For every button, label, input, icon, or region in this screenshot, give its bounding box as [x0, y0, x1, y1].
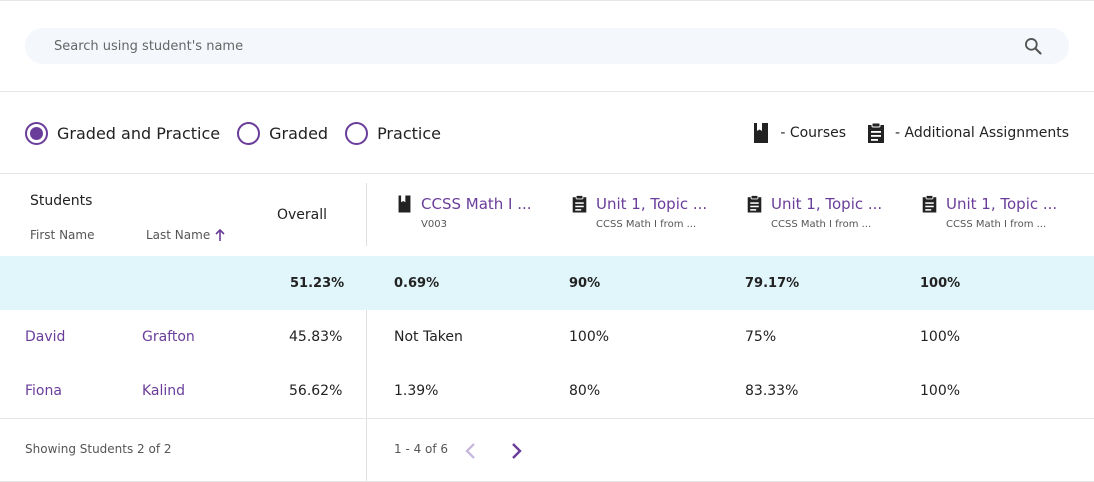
column-title[interactable]: Unit 1, Topic ...	[946, 195, 1058, 213]
previous-page-icon[interactable]	[462, 441, 480, 461]
legend-courses-label: - Courses	[780, 125, 847, 141]
score-cell: 83.33%	[745, 383, 799, 399]
radio-graded[interactable]: Graded	[237, 121, 329, 145]
column-header-course[interactable]: CCSS Math I ... V003	[396, 193, 556, 230]
summary-cell: 79.17%	[745, 276, 800, 291]
search-icon[interactable]	[1023, 36, 1043, 56]
legend-assignments: - Additional Assignments	[866, 122, 1069, 144]
score-cell: 75%	[745, 329, 777, 345]
icon-legend: - Courses - Additional Assignments	[731, 120, 1069, 146]
first-name-header[interactable]: First Name	[30, 228, 95, 242]
student-first-name-link[interactable]: David	[25, 329, 66, 345]
radio-button[interactable]	[345, 121, 369, 145]
top-divider	[0, 0, 1094, 1]
radio-label: Graded and Practice	[57, 123, 221, 143]
score-cell: 1.39%	[394, 383, 439, 399]
column-separator	[366, 183, 367, 246]
summary-cell: 90%	[569, 276, 601, 291]
column-subtitle: V003	[421, 219, 447, 230]
class-average-row	[0, 256, 1094, 310]
book-icon	[398, 195, 411, 213]
next-page-icon[interactable]	[507, 441, 525, 461]
column-header-assignment[interactable]: Unit 1, Topic ... CCSS Math I from ...	[921, 193, 1081, 230]
score-cell: 80%	[569, 383, 601, 399]
legend-courses: - Courses	[751, 122, 846, 144]
student-overall: 45.83%	[289, 329, 343, 345]
search-input[interactable]	[54, 28, 1014, 64]
column-header-assignment[interactable]: Unit 1, Topic ... CCSS Math I from ...	[571, 193, 731, 230]
search-bar	[25, 28, 1069, 64]
student-last-name-link[interactable]: Grafton	[142, 329, 195, 345]
grade-filter-radio-group: Graded and Practice Graded Practice	[25, 120, 458, 146]
radio-button-selected[interactable]	[25, 121, 48, 145]
divider	[0, 418, 1094, 419]
divider	[0, 91, 1094, 92]
showing-students-count: Showing Students 2 of 2	[25, 442, 172, 456]
column-title[interactable]: Unit 1, Topic ...	[771, 195, 883, 213]
summary-cell: 100%	[920, 276, 961, 291]
column-page-range: 1 - 4 of 6	[394, 442, 449, 456]
radio-button[interactable]	[237, 121, 261, 145]
overall-header[interactable]: Overall	[277, 207, 328, 223]
score-cell: Not Taken	[394, 329, 463, 345]
clipboard-icon	[572, 195, 587, 213]
radio-label: Practice	[377, 123, 441, 143]
divider	[0, 173, 1094, 174]
score-cell: 100%	[920, 329, 961, 345]
radio-label: Graded	[269, 123, 329, 143]
column-separator	[366, 256, 367, 481]
radio-practice[interactable]: Practice	[345, 121, 441, 145]
student-last-name-link[interactable]: Kalind	[142, 383, 186, 399]
column-subtitle: CCSS Math I from ...	[596, 219, 697, 230]
column-subtitle: CCSS Math I from ...	[771, 219, 872, 230]
summary-cell: 0.69%	[394, 276, 440, 291]
last-name-header-label: Last Name	[146, 228, 211, 242]
last-name-header[interactable]: Last Name	[146, 228, 226, 242]
sort-ascending-icon[interactable]	[214, 228, 226, 242]
score-cell: 100%	[569, 329, 610, 345]
clipboard-icon	[747, 195, 762, 213]
student-overall: 56.62%	[289, 383, 343, 399]
clipboard-icon	[922, 195, 937, 213]
clipboard-icon	[868, 122, 885, 143]
summary-overall: 51.23%	[290, 276, 345, 291]
column-title[interactable]: CCSS Math I ...	[421, 195, 532, 213]
legend-assignments-label: - Additional Assignments	[895, 125, 1069, 141]
book-icon	[754, 123, 769, 143]
column-subtitle: CCSS Math I from ...	[946, 219, 1047, 230]
column-title[interactable]: Unit 1, Topic ...	[596, 195, 708, 213]
students-header: Students	[30, 193, 93, 209]
score-cell: 100%	[920, 383, 961, 399]
radio-dot	[30, 126, 43, 140]
column-header-assignment[interactable]: Unit 1, Topic ... CCSS Math I from ...	[746, 193, 906, 230]
radio-graded-and-practice[interactable]: Graded and Practice	[25, 121, 221, 145]
student-first-name-link[interactable]: Fiona	[25, 383, 62, 399]
